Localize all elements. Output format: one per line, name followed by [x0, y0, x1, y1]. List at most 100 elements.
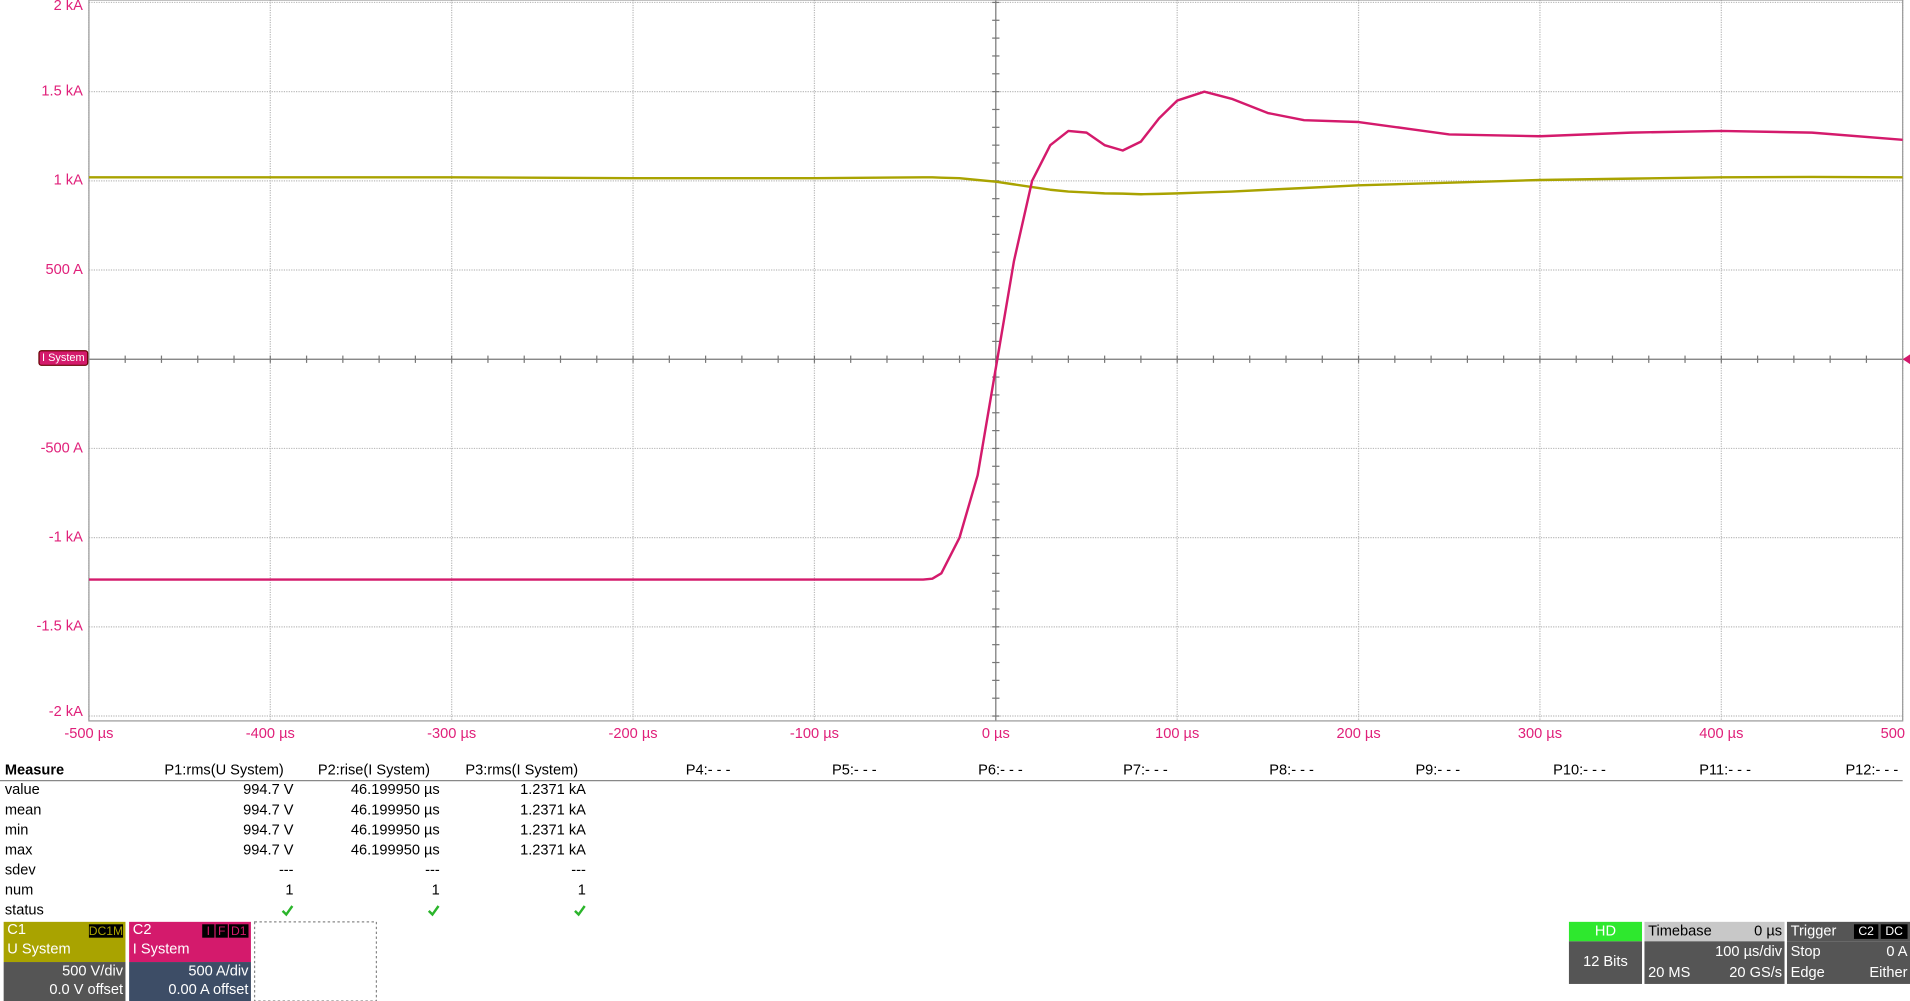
channel-id: C1	[7, 922, 26, 938]
y-tick-label: 2 kA	[54, 0, 83, 14]
table-header: P4:- - -	[686, 763, 731, 779]
y-tick-label: -1.5 kA	[37, 619, 84, 635]
table-cell: 994.7 V	[243, 842, 294, 858]
trace	[88, 90, 1903, 581]
x-tick-label: -500 µs	[64, 726, 113, 742]
trigger-header[interactable]	[1786, 921, 1910, 942]
channel-badge-label: F	[218, 924, 225, 938]
table-header: P12:- - -	[1845, 763, 1898, 779]
y-tick-label: -500 A	[41, 440, 83, 456]
table-header: P10:- - -	[1553, 763, 1606, 779]
trace	[88, 175, 1903, 196]
timebase-header[interactable]	[1644, 921, 1785, 942]
hd-label: HD	[1595, 923, 1616, 939]
channel-badge-label: D1	[231, 924, 247, 938]
x-tick-label: 100 µs	[1155, 726, 1199, 742]
channel-badge-label: DC1M	[89, 924, 123, 938]
channel-badge	[202, 924, 215, 938]
ground-marker[interactable]	[38, 350, 89, 366]
channel-badge	[215, 924, 228, 938]
row-label: mean	[5, 802, 42, 818]
table-header: P3:rms(I System)	[465, 763, 578, 779]
empty-channel-slot[interactable]	[253, 921, 378, 1001]
ground-marker-label: I System	[42, 352, 85, 364]
x-tick-label: -400 µs	[246, 726, 295, 742]
status-check	[427, 905, 440, 917]
table-cell: 1.2371 kA	[520, 822, 586, 838]
ground-marker-right	[1902, 354, 1910, 365]
table-header: P2:rise(I System)	[318, 763, 430, 779]
measure-table: Measure P1:rms(U System) P2:rise(I System)…	[0, 763, 1903, 919]
trigger-level: 0 A	[1886, 944, 1907, 960]
trigger-title: Trigger	[1791, 923, 1837, 939]
channel-badge	[88, 924, 124, 938]
trigger-type: Edge	[1791, 965, 1825, 981]
x-tick-label: 500 µs	[1881, 726, 1910, 742]
channel-body[interactable]	[129, 962, 251, 1001]
row-label: min	[5, 822, 29, 838]
trigger-state: Stop	[1791, 944, 1821, 960]
hd-box[interactable]	[1568, 921, 1643, 942]
table-cell: 1	[432, 883, 440, 899]
status-check	[281, 905, 294, 917]
table-header: P9:- - -	[1415, 763, 1460, 779]
bits-label: 12 Bits	[1583, 954, 1628, 970]
table-cell: ---	[571, 863, 586, 879]
table-cell: 1.2371 kA	[520, 782, 586, 798]
timebase-samples: 20 MS	[1648, 965, 1690, 981]
trigger-badge	[1880, 924, 1908, 939]
trigger-badge	[1853, 924, 1879, 939]
x-tick-label: -100 µs	[790, 726, 839, 742]
table-header: P7:- - -	[1123, 763, 1168, 779]
channel-name: U System	[7, 942, 70, 958]
table-header: P1:rms(U System)	[164, 763, 283, 779]
y-tick-label: 1.5 kA	[41, 83, 83, 99]
table-header: P8:- - -	[1269, 763, 1314, 779]
row-label: status	[5, 903, 44, 919]
trigger-coupling: DC	[1885, 924, 1903, 938]
row-label: num	[5, 883, 33, 899]
row-label: sdev	[5, 863, 37, 879]
channel-offset: 0.00 A offset	[168, 982, 248, 998]
timebase-title: Timebase	[1648, 923, 1712, 939]
table-header: Measure	[5, 763, 64, 779]
trigger-body[interactable]	[1786, 941, 1910, 984]
status-check	[574, 905, 586, 917]
timebase-body[interactable]	[1644, 941, 1785, 984]
table-cell: 46.199950 µs	[351, 842, 440, 858]
channel-badge	[229, 924, 249, 938]
trigger-source: C2	[1858, 924, 1874, 938]
table-cell: ---	[425, 863, 440, 879]
y-tick-label: -2 kA	[49, 704, 83, 720]
channel-name: I System	[133, 942, 190, 958]
table-cell: 46.199950 µs	[351, 822, 440, 838]
x-tick-label: 0 µs	[982, 726, 1010, 742]
channel-body[interactable]	[3, 962, 126, 1001]
table-cell: 1	[578, 883, 586, 899]
channel-panel: C1 U System DC1M 500 V/div 0.0 V offset C2 I S…	[3, 921, 378, 1001]
trigger-slope: Either	[1869, 965, 1907, 981]
channel-offset: 0.0 V offset	[49, 982, 123, 998]
table-cell: ---	[279, 863, 294, 879]
plot-border	[88, 0, 1904, 722]
bits-box[interactable]	[1568, 941, 1643, 984]
table-cell: 994.7 V	[243, 822, 294, 838]
table-header: P11:- - -	[1699, 763, 1751, 779]
table-cell: 994.7 V	[243, 782, 294, 798]
x-tick-label: 400 µs	[1699, 726, 1743, 742]
row-label: max	[5, 842, 33, 858]
x-tick-label: -300 µs	[427, 726, 476, 742]
channel-id: C2	[133, 922, 152, 938]
table-cell: 46.199950 µs	[351, 802, 440, 818]
x-tick-label: -200 µs	[609, 726, 658, 742]
timebase-scale: 100 µs/div	[1715, 944, 1783, 960]
y-tick-label: 500 A	[45, 262, 83, 278]
x-tick-label: 200 µs	[1336, 726, 1380, 742]
table-cell: 1	[285, 883, 293, 899]
channel-badge-label: I	[207, 924, 210, 938]
channel-scale: 500 V/div	[62, 964, 124, 980]
table-cell: 1.2371 kA	[520, 802, 586, 818]
